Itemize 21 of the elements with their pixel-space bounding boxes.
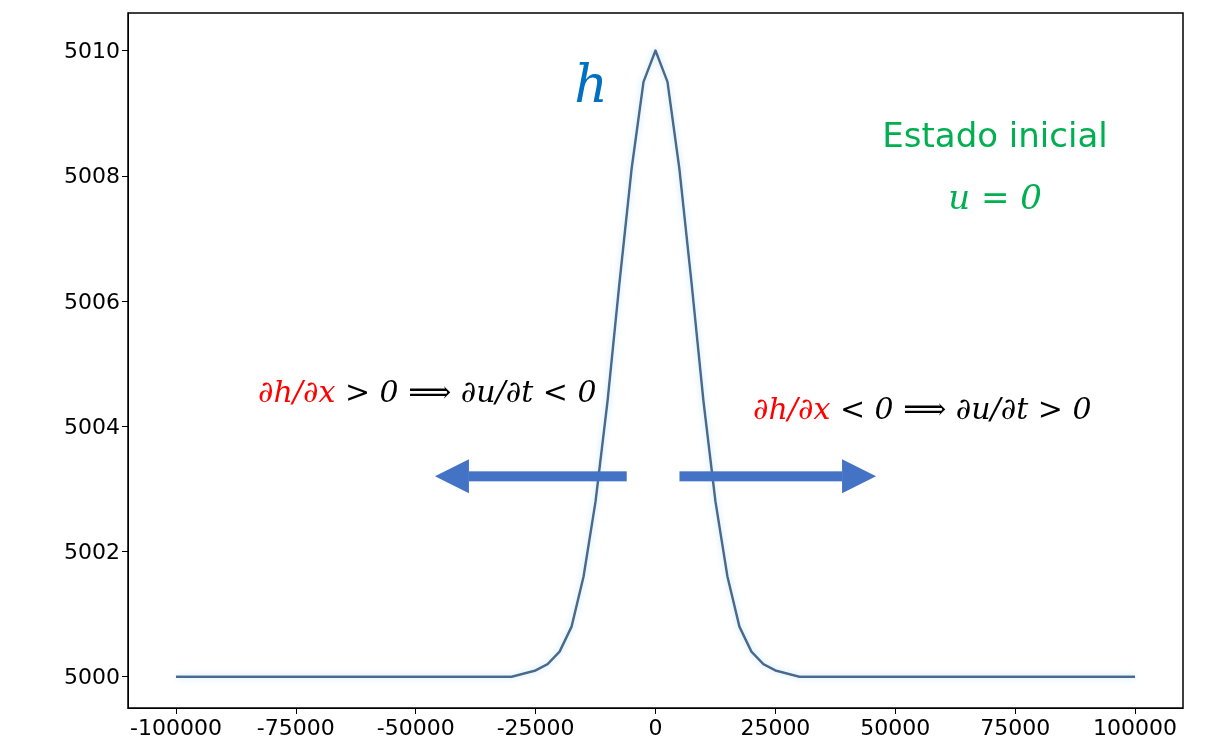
x-tick-label: 25000 (740, 714, 811, 740)
y-tick-label: 5008 (64, 163, 120, 189)
x-tick-label: -75000 (256, 714, 335, 740)
x-tick-label: 75000 (980, 714, 1051, 740)
annotation: h (574, 54, 608, 114)
annotation: ∂h/∂x < 0 ⟹ ∂u/∂t > 0 (753, 390, 1092, 426)
y-tick-label: 5004 (64, 413, 120, 439)
x-tick-label: 50000 (860, 714, 931, 740)
annotation: ∂h/∂x > 0 ⟹ ∂u/∂t < 0 (258, 373, 597, 409)
y-tick-label: 5000 (64, 664, 120, 690)
x-tick-label: 100000 (1093, 714, 1178, 740)
y-tick-label: 5010 (64, 38, 120, 64)
annotation: Estado inicial (882, 115, 1108, 155)
x-tick-label: -50000 (376, 714, 455, 740)
y-tick-label: 5006 (64, 288, 120, 314)
x-tick-label: -100000 (129, 714, 222, 740)
line-series (174, 49, 1137, 678)
y-tick-label: 5002 (64, 538, 120, 564)
x-tick-label: 0 (648, 714, 663, 740)
annotation: u = 0 (948, 177, 1042, 217)
x-tick-label: -25000 (496, 714, 575, 740)
